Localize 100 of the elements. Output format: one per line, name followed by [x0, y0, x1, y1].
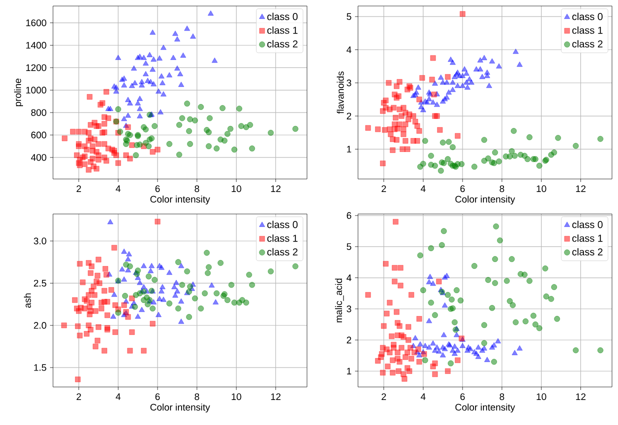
point — [432, 312, 438, 318]
point — [396, 368, 402, 374]
point — [484, 70, 490, 75]
point — [160, 44, 166, 50]
y-tick-label: 4 — [346, 46, 352, 54]
point — [115, 54, 122, 60]
point — [148, 78, 154, 84]
point — [440, 228, 447, 234]
point — [102, 288, 108, 294]
point — [444, 74, 451, 80]
point — [121, 276, 128, 282]
point — [462, 66, 468, 72]
point — [444, 292, 451, 298]
point — [408, 356, 414, 362]
point — [510, 128, 517, 134]
point — [414, 123, 420, 129]
point — [496, 158, 502, 164]
point — [382, 98, 389, 104]
y-tick-label: 6 — [346, 212, 352, 219]
point — [243, 300, 250, 306]
point — [112, 302, 118, 308]
x-tick-label: 12 — [576, 393, 586, 400]
point — [394, 309, 400, 315]
point — [489, 304, 496, 311]
point — [524, 156, 531, 162]
point — [450, 144, 456, 150]
point — [402, 354, 408, 360]
point — [420, 106, 426, 112]
point — [134, 274, 141, 280]
point — [142, 71, 149, 76]
point — [504, 278, 510, 284]
point — [127, 100, 133, 106]
point — [398, 113, 404, 119]
point — [384, 364, 391, 370]
point — [136, 142, 143, 148]
point — [204, 270, 211, 276]
legend-label: class 2 — [267, 248, 298, 256]
point — [408, 292, 414, 298]
point — [486, 82, 492, 88]
y-tick-label: 2 — [346, 336, 352, 344]
y-tick-label: 5 — [346, 13, 352, 20]
point — [406, 337, 412, 343]
point — [426, 344, 432, 350]
point — [96, 324, 102, 330]
point — [440, 352, 446, 358]
x-tick-label: 12 — [271, 185, 281, 192]
point — [152, 123, 158, 130]
point — [102, 348, 108, 354]
point — [268, 268, 274, 274]
point — [292, 126, 298, 132]
point — [471, 164, 478, 170]
point — [394, 350, 400, 356]
point — [406, 324, 412, 330]
x-tick-label: 8 — [194, 185, 200, 192]
point — [392, 278, 398, 284]
point — [212, 299, 219, 304]
legend-label: class 1 — [572, 26, 602, 34]
point — [508, 148, 515, 154]
y-tick-label: 1000 — [26, 86, 46, 94]
point — [176, 152, 182, 158]
x-tick-label: 10 — [536, 393, 546, 400]
point — [192, 295, 198, 302]
point — [388, 131, 394, 138]
point — [400, 371, 406, 378]
point — [477, 66, 484, 72]
point — [146, 52, 153, 58]
point — [512, 48, 519, 54]
point — [398, 282, 404, 288]
point — [526, 134, 532, 140]
point — [432, 162, 438, 169]
point — [543, 293, 550, 300]
point — [493, 223, 500, 230]
point — [112, 329, 118, 335]
point — [392, 114, 398, 120]
x-tick-label: 4 — [116, 185, 121, 192]
point — [427, 274, 434, 279]
point — [508, 256, 515, 262]
point — [452, 350, 458, 356]
point — [512, 152, 518, 159]
point — [438, 242, 445, 248]
point — [138, 82, 145, 88]
point — [460, 72, 466, 78]
point — [220, 105, 226, 112]
y-axis-title: ash — [24, 293, 31, 308]
point — [415, 84, 422, 90]
point — [450, 60, 456, 65]
point — [430, 364, 436, 370]
point — [428, 152, 434, 159]
point — [142, 60, 149, 66]
point — [412, 350, 418, 356]
point — [129, 329, 135, 335]
x-tick-label: 2 — [382, 393, 386, 400]
point — [522, 272, 528, 278]
y-tick-label: 3.0 — [34, 238, 46, 244]
x-axis-title: Color intensity — [455, 196, 516, 204]
point — [431, 92, 437, 98]
point — [384, 310, 390, 316]
point — [125, 96, 131, 102]
point — [121, 248, 128, 254]
y-tick-label: 1600 — [26, 19, 46, 26]
